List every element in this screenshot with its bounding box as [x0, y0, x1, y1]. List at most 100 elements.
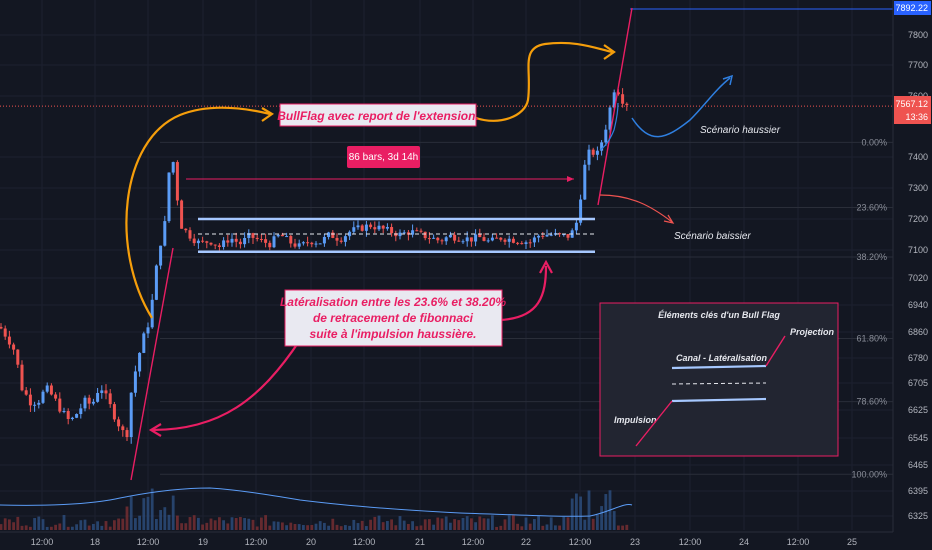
volume-bar	[205, 522, 209, 530]
candle-body	[541, 235, 545, 237]
candle-body	[83, 397, 87, 409]
volume-bar	[75, 524, 78, 530]
candle-body	[125, 430, 129, 438]
lateral-box	[284, 289, 503, 347]
volume-bar	[461, 517, 465, 530]
candle-body	[352, 227, 356, 232]
volume-bar	[150, 488, 154, 530]
candle-body	[24, 390, 28, 395]
time-tick-label: 19	[198, 537, 208, 547]
volume-bar	[45, 526, 49, 530]
candle-body	[12, 344, 16, 350]
candle-body	[369, 224, 373, 228]
candle-body	[343, 236, 347, 242]
candle-body	[238, 241, 242, 245]
volume-bar	[251, 519, 255, 530]
candle-body	[188, 230, 192, 239]
candle-body	[301, 242, 305, 244]
volume-bar	[419, 525, 423, 530]
candle-body	[532, 237, 536, 243]
volume-bar	[71, 526, 74, 530]
candle-body	[327, 232, 331, 237]
countdown-label: 13:36	[905, 112, 928, 122]
volume-bar	[558, 525, 561, 530]
volume-bar	[583, 519, 587, 530]
candle-body	[469, 237, 473, 242]
volume-bar	[163, 507, 167, 530]
candle-body	[62, 411, 66, 413]
candle-body	[96, 392, 100, 402]
volume-bar	[247, 518, 251, 530]
candle-body	[511, 238, 515, 243]
candlesticks	[0, 88, 629, 444]
candle-body	[108, 393, 112, 405]
volume-bar	[394, 525, 398, 530]
candle-body	[385, 227, 389, 229]
candle-body	[520, 243, 524, 245]
volume-bar	[554, 525, 557, 530]
volume-bar	[66, 526, 70, 530]
top-price-label: 7892.22	[895, 3, 928, 13]
key-channel: Canal - Latéralisation	[676, 353, 768, 363]
candle-body	[20, 364, 24, 391]
range-box-label: 86 bars, 3d 14h	[349, 152, 419, 163]
candle-body	[112, 404, 116, 420]
volume-bar	[453, 519, 456, 530]
candle-body	[159, 245, 163, 266]
volume-bar	[486, 518, 490, 530]
candle-body	[142, 333, 146, 353]
volume-ma	[0, 487, 633, 517]
price-tick-label: 7300	[908, 183, 928, 193]
volume-bar	[579, 496, 582, 530]
candle-body	[448, 234, 452, 238]
volume-bar	[390, 519, 393, 530]
key-projection: Projection	[790, 327, 835, 337]
volume-bar	[113, 520, 116, 530]
volume-bar	[428, 519, 431, 530]
candle-body	[444, 237, 448, 242]
time-tick-label: 12:00	[787, 537, 810, 547]
volume-bar	[365, 526, 368, 530]
price-axis[interactable]: 7800770076007400730072007100702069406860…	[892, 0, 932, 550]
time-axis-bg	[0, 532, 932, 550]
candle-body	[390, 227, 394, 234]
candle-body	[360, 225, 364, 231]
volume-bar	[3, 518, 7, 530]
volume-bar	[125, 506, 129, 530]
volume-bar	[562, 516, 566, 530]
candle-body	[167, 172, 171, 222]
time-tick-label: 25	[847, 537, 857, 547]
candle-body	[453, 234, 457, 241]
candle-body	[289, 236, 293, 244]
candle-body	[595, 150, 599, 155]
volume-bar	[117, 518, 120, 530]
current-price-label: 7567.12	[895, 99, 928, 109]
time-tick-label: 12:00	[353, 537, 376, 547]
volume-bar	[289, 522, 293, 530]
candle-body	[545, 234, 549, 237]
candle-body	[49, 385, 53, 395]
time-tick-label: 21	[415, 537, 425, 547]
scenario-up-line	[599, 102, 619, 151]
volume-bar	[121, 518, 125, 530]
candle-body	[318, 243, 322, 245]
candle-body	[154, 265, 158, 300]
volume-bar	[285, 525, 288, 530]
candle-body	[272, 236, 276, 248]
pink-arrow-left	[151, 339, 301, 432]
volume-bar	[373, 516, 377, 530]
volume-bar	[167, 514, 171, 530]
volume-bar	[79, 520, 83, 530]
candle-body	[268, 242, 272, 248]
time-axis[interactable]: 12:00 18 12:00 19 12:00 20 12:00 21 12:00 22 12:00…	[0, 531, 932, 550]
volume-bar	[436, 517, 440, 530]
volume-bar	[360, 520, 364, 530]
volume-bar	[0, 524, 3, 530]
candle-body	[432, 237, 436, 239]
candle-body	[222, 240, 226, 247]
volume-bar	[516, 523, 519, 530]
candle-body	[574, 222, 578, 231]
price-axis-bg	[893, 0, 932, 550]
volume-bar	[314, 523, 318, 530]
volume-bar	[495, 526, 498, 530]
